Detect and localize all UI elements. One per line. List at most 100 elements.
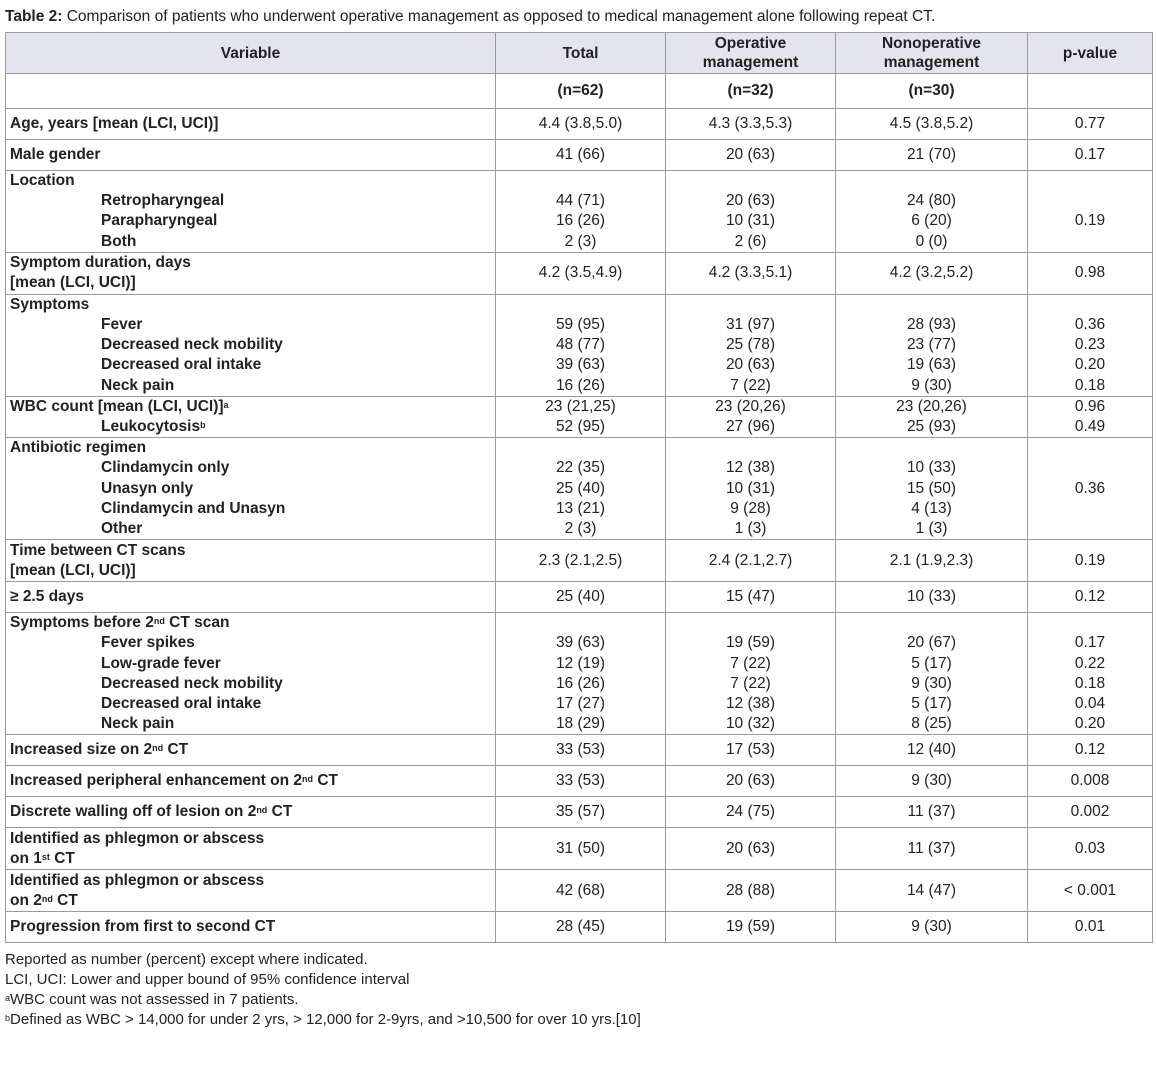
value: 7 (22)	[730, 376, 771, 394]
ordinal-suffix: nd	[152, 743, 164, 754]
n-pvalue	[1027, 73, 1153, 109]
row-label: Male gender	[5, 139, 496, 171]
cell-nonoperative: 4.2 (3.2,5.2)	[835, 251, 1028, 295]
row-label-text: on 2	[10, 891, 42, 909]
cell-operative: 2.4 (2.1,2.7)	[665, 539, 836, 583]
value: 0.18	[1074, 376, 1106, 394]
value: 0.18	[1074, 674, 1106, 692]
ordinal-suffix: nd	[256, 805, 268, 816]
cell-total: 31 (50)	[495, 827, 666, 871]
row-label-text-end: CT	[313, 772, 338, 790]
value: 25 (40)	[555, 479, 606, 497]
cell-operative: 24 (75)	[665, 796, 836, 829]
value: 12 (38)	[725, 695, 776, 713]
value: 13 (21)	[555, 499, 606, 517]
table-row-time-between: Time between CT scans [mean (LCI, UCI)] …	[5, 539, 1153, 583]
row-label-group: Location Retropharyngeal Parapharyngeal …	[5, 170, 496, 253]
value: 9 (28)	[730, 499, 771, 517]
n-total: (n=62)	[495, 73, 666, 109]
value: 0.17	[1074, 634, 1106, 652]
footnote-marker: a	[223, 399, 229, 410]
row-label-line2: [mean (LCI, UCI)]	[10, 561, 136, 579]
cell-nonoperative: 2.1 (1.9,2.3)	[835, 539, 1028, 583]
cell-operative: 19 (59) 7 (22) 7 (22) 12 (38) 10 (32)	[665, 612, 836, 736]
value: 39 (63)	[555, 356, 606, 374]
row-label-group: Time between CT scans [mean (LCI, UCI)]	[5, 539, 496, 583]
table-row-duration: Symptom duration, days [mean (LCI, UCI)]…	[5, 251, 1153, 295]
value: 27 (96)	[725, 418, 776, 436]
footnote-marker: a	[5, 993, 11, 1004]
sub-label: Clindamycin only	[101, 459, 230, 477]
row-label-text: Discrete walling off of lesion on 2	[10, 803, 257, 821]
cell-operative: 23 (20,26) 27 (96)	[665, 395, 836, 439]
table-row-identified-1st: Identified as phlegmon or abscess on 1st…	[5, 827, 1153, 871]
cell-total: 44 (71) 16 (26) 2 (3)	[495, 170, 666, 253]
value: 0.19	[1074, 212, 1106, 230]
cell-total: 42 (68)	[495, 869, 666, 913]
value: 0.36	[1074, 316, 1106, 334]
footnote-marker: b	[5, 1013, 11, 1024]
sub-label: Decreased neck mobility	[101, 336, 283, 354]
value: 18 (29)	[555, 715, 606, 733]
value: 9 (30)	[911, 376, 952, 394]
caption-text: Comparison of patients who underwent ope…	[66, 8, 936, 25]
value: 0.36	[1074, 479, 1106, 497]
row-label: Increased peripheral enhancement on 2nd …	[5, 765, 496, 798]
cell-total: 22 (35) 25 (40) 13 (21) 2 (3)	[495, 437, 666, 541]
sub-label: Clindamycin and Unasyn	[101, 499, 286, 517]
sub-label: Fever	[101, 316, 143, 334]
cell-operative: 28 (88)	[665, 869, 836, 913]
row-label-text-end: CT	[49, 849, 75, 867]
cell-nonoperative: 21 (70)	[835, 139, 1028, 171]
row-label: Identified as phlegmon or abscess	[10, 871, 265, 889]
value: 10 (31)	[725, 479, 776, 497]
header-nonoperative-line2: management	[883, 54, 980, 71]
cell-nonoperative: 11 (37)	[835, 796, 1028, 829]
cell-nonoperative: 10 (33) 15 (50) 4 (13) 1 (3)	[835, 437, 1028, 541]
cell-operative: 15 (47)	[665, 581, 836, 614]
ordinal-suffix: nd	[302, 774, 314, 785]
cell-operative: 19 (59)	[665, 911, 836, 944]
cell-total: 59 (95) 48 (77) 39 (63) 16 (26)	[495, 293, 666, 397]
value: 25 (78)	[725, 336, 776, 354]
table-row-age: Age, years [mean (LCI, UCI)] 4.4 (3.8,5.…	[5, 108, 1153, 140]
value: 31 (97)	[725, 316, 776, 334]
row-label-group: Antibiotic regimen Clindamycin only Unas…	[5, 437, 496, 541]
cell-nonoperative: 11 (37)	[835, 827, 1028, 871]
table-row-identified-2nd: Identified as phlegmon or abscess on 2nd…	[5, 869, 1153, 913]
value: 0.20	[1074, 356, 1106, 374]
caption-label: Table 2:	[5, 8, 63, 25]
row-label-group: Identified as phlegmon or abscess on 2nd…	[5, 869, 496, 913]
header-operative: Operative management	[665, 32, 836, 74]
cell-pvalue: 0.12	[1027, 581, 1153, 614]
value: 0.20	[1074, 715, 1106, 733]
value: 23 (20,26)	[896, 397, 967, 415]
cell-pvalue: 0.17	[1027, 139, 1153, 171]
cell-nonoperative: 4.5 (3.8,5.2)	[835, 108, 1028, 140]
row-label-text-end: CT	[163, 741, 189, 759]
cell-pvalue: 0.36	[1027, 437, 1153, 541]
row-label: Increased size on 2nd CT	[5, 734, 496, 767]
sub-label: Neck pain	[101, 376, 175, 394]
row-label: Location	[10, 172, 75, 189]
value: 20 (63)	[725, 192, 776, 210]
row-label: Age, years [mean (LCI, UCI)]	[5, 108, 496, 140]
value: 12 (19)	[555, 654, 606, 672]
cell-pvalue: 0.19	[1027, 539, 1153, 583]
cell-operative: 31 (97) 25 (78) 20 (63) 7 (22)	[665, 293, 836, 397]
header-operative-line1: Operative	[714, 35, 787, 52]
sub-label: Parapharyngeal	[101, 212, 218, 230]
row-label-text: Symptoms before 2	[10, 614, 154, 632]
table-row-symptoms-2nd: Symptoms before 2nd CT scan Fever spikes…	[5, 612, 1153, 736]
row-label-group: Symptoms Fever Decreased neck mobility D…	[5, 293, 496, 397]
table-row-walling: Discrete walling off of lesion on 2nd CT…	[5, 796, 1153, 829]
table-row-increased-size: Increased size on 2nd CT 33 (53) 17 (53)…	[5, 734, 1153, 767]
value: 0.04	[1074, 695, 1106, 713]
table-row-wbc: WBC count [mean (LCI, UCI)]a Leukocytosi…	[5, 395, 1153, 439]
row-label-text-end: CT scan	[164, 614, 230, 632]
value: 2 (3)	[564, 232, 597, 250]
row-label-text: WBC count [mean (LCI, UCI)]	[10, 397, 224, 415]
row-label-line2: on 1st CT	[10, 849, 491, 869]
cell-nonoperative: 28 (93) 23 (77) 19 (63) 9 (30)	[835, 293, 1028, 397]
n-operative: (n=32)	[665, 73, 836, 109]
